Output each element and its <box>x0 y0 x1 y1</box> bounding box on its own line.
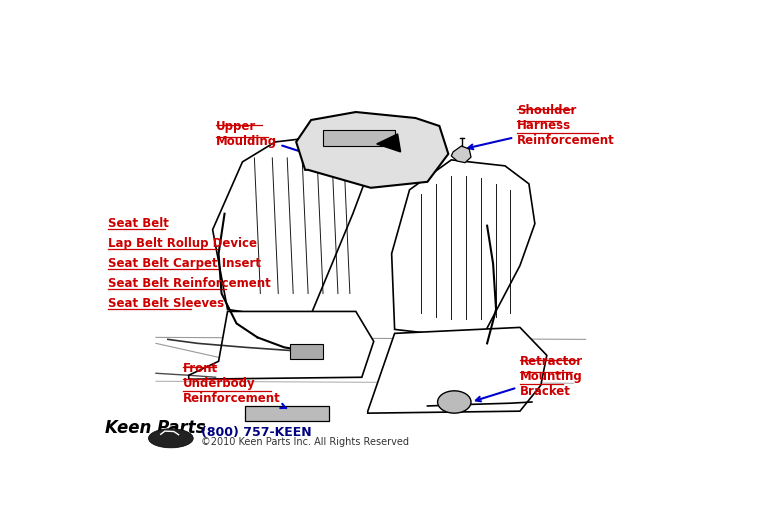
Bar <box>290 344 323 359</box>
Polygon shape <box>377 134 400 152</box>
Text: Upper
Moulding: Upper Moulding <box>216 120 310 155</box>
Text: Lap Belt Rollup Device: Lap Belt Rollup Device <box>108 237 257 250</box>
Text: Seat Belt Sleeves: Seat Belt Sleeves <box>108 297 224 310</box>
Polygon shape <box>392 160 535 339</box>
Polygon shape <box>296 112 448 188</box>
FancyBboxPatch shape <box>323 130 394 146</box>
Text: ©2010 Keen Parts Inc. All Rights Reserved: ©2010 Keen Parts Inc. All Rights Reserve… <box>201 437 409 447</box>
Circle shape <box>437 391 471 413</box>
Text: Shoulder
Harness
Reinforcement: Shoulder Harness Reinforcement <box>468 104 614 149</box>
Polygon shape <box>368 327 547 413</box>
Bar <box>246 406 329 421</box>
Polygon shape <box>189 311 373 379</box>
Text: Retractor
Mounting
Bracket: Retractor Mounting Bracket <box>476 355 583 401</box>
Text: Seat Belt Carpet Insert: Seat Belt Carpet Insert <box>108 257 261 270</box>
Text: Front
Underbody
Reinforcement: Front Underbody Reinforcement <box>182 362 286 408</box>
Text: Keen Parts: Keen Parts <box>105 419 206 437</box>
Text: Seat Belt Reinforcement: Seat Belt Reinforcement <box>108 277 271 290</box>
Polygon shape <box>213 136 368 321</box>
Polygon shape <box>451 146 471 163</box>
Text: (800) 757-KEEN: (800) 757-KEEN <box>201 426 311 439</box>
Ellipse shape <box>149 429 193 448</box>
Text: Seat Belt: Seat Belt <box>108 217 169 230</box>
